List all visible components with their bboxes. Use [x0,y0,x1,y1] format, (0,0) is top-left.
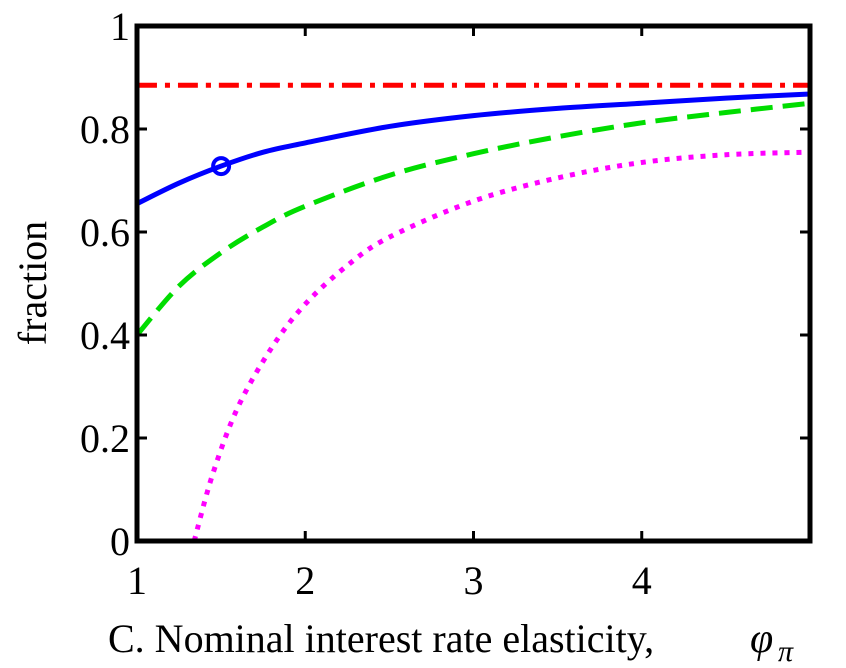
x-axis-label-symbol: φ [750,616,773,662]
x-tick-label: 4 [632,558,652,603]
tick-layer: 1 2 3 4 0 0.2 0.4 0.6 0.8 1 [80,4,810,603]
x-tick-label: 1 [127,558,147,603]
x-tick-label: 2 [295,558,315,603]
y-tick-label: 0 [110,519,130,564]
y-tick-label: 0.2 [80,416,130,461]
marker-layer [211,156,232,177]
y-axis-label: fraction [10,221,55,345]
y-tick-label: 0.6 [80,210,130,255]
data-marker-1 [211,156,232,177]
y-tick-label: 0.8 [80,107,130,152]
series-layer [135,82,811,542]
y-tick-label: 1 [110,4,130,49]
plot-frame [134,23,813,544]
x-tick-label: 3 [464,558,484,603]
series-line-2 [135,91,811,206]
y-tick-label: 0.4 [80,313,130,358]
x-axis-label-subscript: π [778,635,794,663]
series-line-4 [191,149,811,542]
series-line-3 [135,100,811,337]
x-axis-label: C. Nominal interest rate elasticity, [108,616,654,661]
